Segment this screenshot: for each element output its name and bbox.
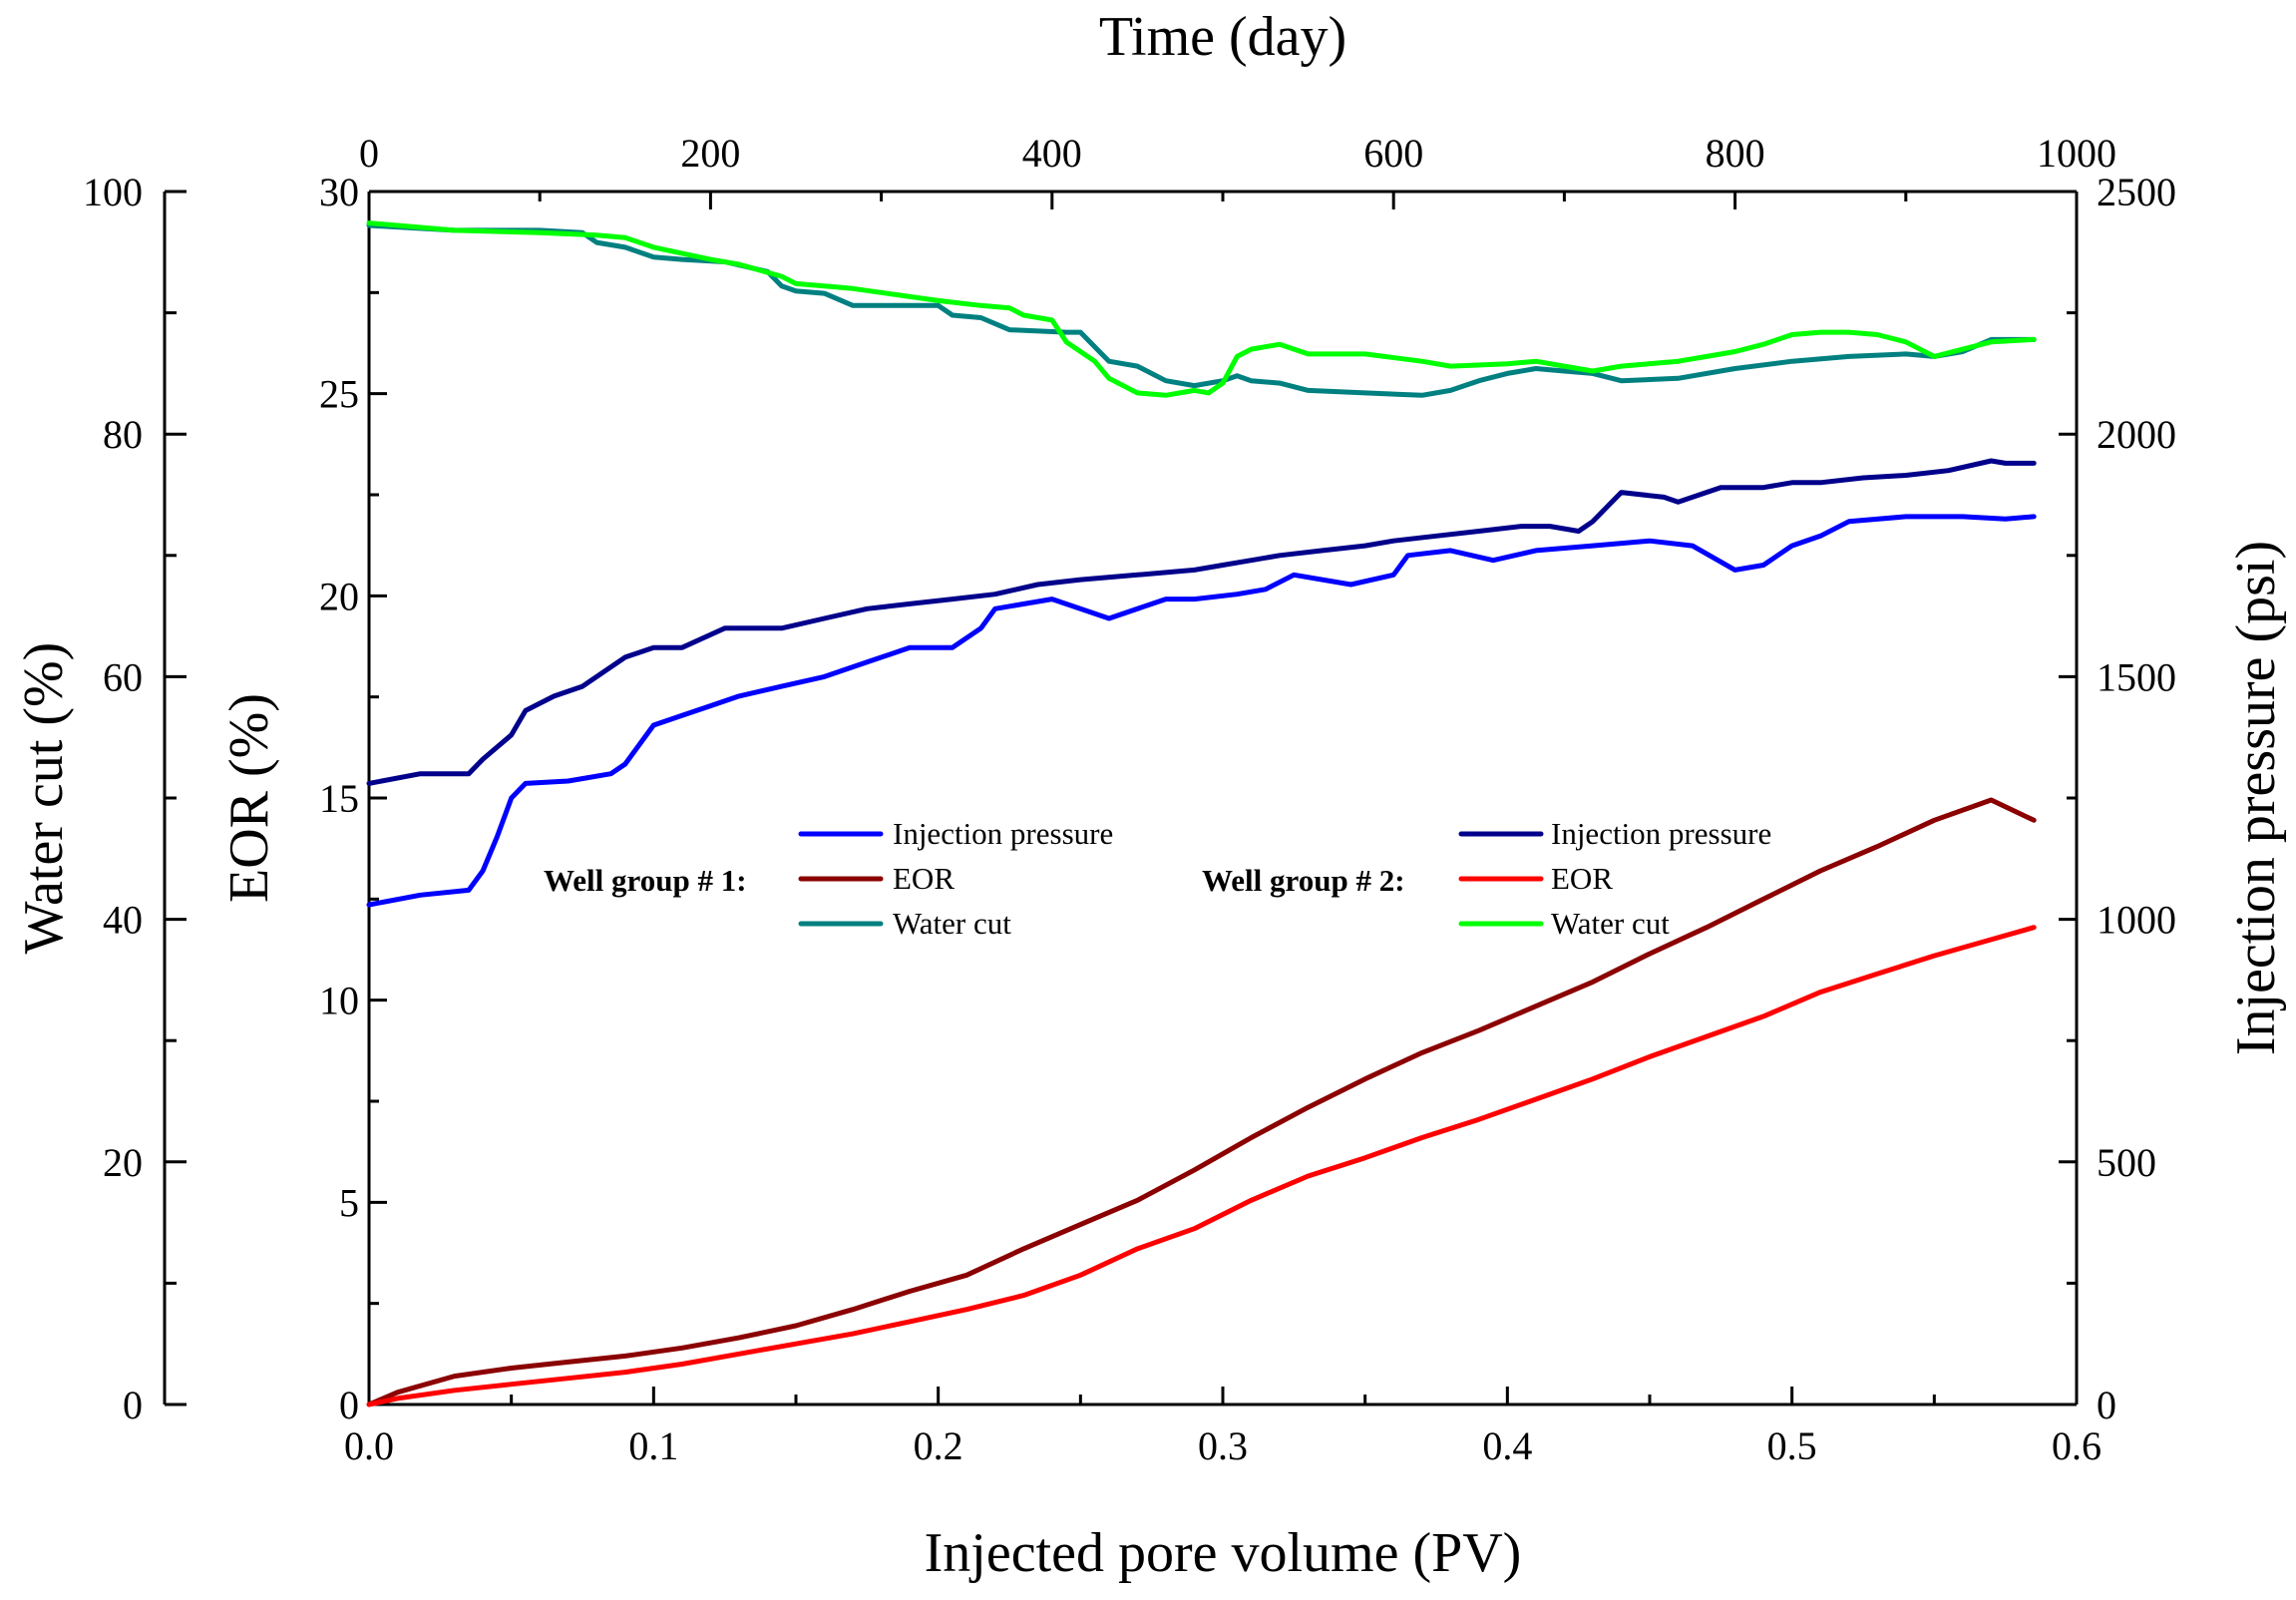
- eor-tick-label: 20: [319, 574, 359, 618]
- x-tick-label: 0.6: [2052, 1423, 2102, 1468]
- x-tick-label: 0.1: [628, 1423, 678, 1468]
- x2-tick-label: 600: [1363, 131, 1423, 176]
- x2-tick-label: 400: [1022, 131, 1082, 176]
- water-cut-tick-label: 60: [103, 654, 143, 699]
- water-cut-tick-label: 20: [103, 1140, 143, 1185]
- eor-tick-label: 0: [339, 1383, 359, 1427]
- x-tick-label: 0.0: [344, 1423, 394, 1468]
- eor-tick-label: 10: [319, 979, 359, 1023]
- x-tick-label: 0.4: [1482, 1423, 1532, 1468]
- series-line-well-group-2-injection-pressure: [366, 458, 2037, 786]
- eor-tick-label: 15: [319, 776, 359, 821]
- legend-g1-pressure-label: Injection pressure: [893, 816, 1113, 851]
- pressure-tick-label: 1000: [2097, 898, 2176, 943]
- series-line-well-group-1-water-cut: [366, 222, 2037, 398]
- eor-tick-label: 30: [319, 170, 359, 214]
- pressure-tick-label: 500: [2097, 1140, 2156, 1185]
- x2-tick-label: 1000: [2037, 131, 2116, 176]
- legend-g2-pressure-label: Injection pressure: [1551, 816, 1771, 851]
- x-tick-label: 0.2: [914, 1423, 963, 1468]
- x2-axis-title: Time (day): [1099, 6, 1346, 68]
- pressure-tick-label: 2000: [2097, 412, 2176, 457]
- series-line-well-group-2-eor: [366, 925, 2037, 1407]
- series-layer: [366, 220, 2037, 1407]
- legend-g2-watercut-label: Water cut: [1551, 906, 1670, 941]
- eor-tick-label: 5: [339, 1180, 359, 1225]
- legend-g1-eor-label: EOR: [893, 861, 955, 896]
- water-cut-tick-label: 40: [103, 898, 143, 943]
- x2-tick-label: 0: [359, 131, 379, 176]
- pressure-axis-title: Injection pressure (psi): [2225, 541, 2287, 1055]
- pressure-tick-label: 1500: [2097, 654, 2176, 699]
- legend-g2-eor-label: EOR: [1551, 861, 1613, 896]
- eor-tick-label: 25: [319, 372, 359, 417]
- water-cut-tick-label: 0: [123, 1383, 143, 1427]
- pressure-tick-label: 2500: [2097, 170, 2176, 214]
- water-cut-tick-label: 100: [83, 170, 143, 214]
- water-cut-tick-label: 80: [103, 412, 143, 457]
- x-tick-label: 0.5: [1767, 1423, 1817, 1468]
- water-cut-axis-title: Water cut (%): [13, 642, 75, 955]
- series-line-well-group-1-eor: [366, 797, 2037, 1407]
- pressure-tick-label: 0: [2097, 1383, 2116, 1427]
- eor-axis-title: EOR (%): [218, 693, 280, 903]
- legend-group1-label: Well group # 1:: [544, 863, 747, 898]
- tick-labels: 0.0 0.1 0.2 0.3 0.4 0.5 0.60 200 400 600 800 100005…: [83, 131, 2176, 1468]
- legend-group2-label: Well group # 2:: [1202, 863, 1405, 898]
- series-line-well-group-2-water-cut: [366, 220, 2037, 398]
- x2-tick-label: 200: [680, 131, 740, 176]
- x-tick-label: 0.3: [1198, 1423, 1248, 1468]
- x-axis-title: Injected pore volume (PV): [925, 1522, 1522, 1584]
- tick-marks: [165, 190, 2079, 1406]
- x2-tick-label: 800: [1706, 131, 1765, 176]
- series-line-well-group-1-injection-pressure: [366, 514, 2037, 908]
- plot-frame: [163, 190, 2079, 1406]
- legend: Well group # 1: Well group # 2: Injectio…: [544, 816, 1771, 941]
- legend-g1-watercut-label: Water cut: [893, 906, 1011, 941]
